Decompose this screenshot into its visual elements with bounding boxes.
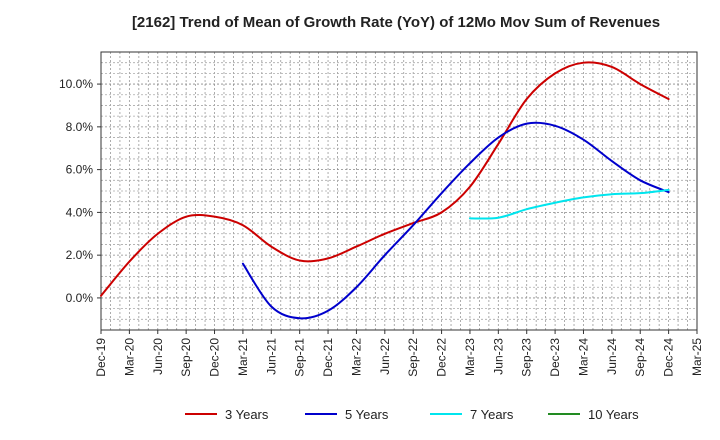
x-tick-label: Dec-22 (435, 338, 449, 377)
x-tick-label: Jun-20 (151, 338, 165, 375)
y-tick-label: 2.0% (66, 248, 94, 262)
x-tick-label: Mar-25 (690, 338, 704, 376)
x-tick-label: Mar-23 (463, 338, 477, 376)
x-tick-label: Mar-21 (236, 338, 250, 376)
x-tick-label: Sep-22 (406, 338, 420, 377)
series-line-3-years (100, 61, 670, 297)
x-tick-label: Jun-24 (605, 338, 619, 375)
series-line-5-years (241, 121, 670, 320)
x-tick-label: Jun-21 (264, 338, 278, 375)
x-tick-label: Mar-24 (576, 338, 590, 376)
series-line-7-years (468, 188, 670, 220)
x-tick-label: Jun-22 (378, 338, 392, 375)
grid (100, 52, 698, 330)
legend-label-3-years: 3 Years (225, 407, 269, 422)
x-tick-label: Dec-21 (321, 338, 335, 377)
y-tick-label: 0.0% (66, 291, 94, 305)
legend-label-7-years: 7 Years (470, 407, 514, 422)
series-lines (100, 61, 670, 320)
y-tick-label: 10.0% (59, 77, 93, 91)
x-tick-label: Sep-23 (520, 338, 534, 377)
x-tick-label: Sep-24 (633, 338, 647, 377)
plot-border (100, 51, 698, 331)
y-tick-label: 8.0% (66, 120, 94, 134)
axes: 0.0% 2.0% 4.0% 6.0% 8.0% 10.0% Dec-19 Mar-20 Jun… (59, 51, 704, 377)
x-tick-label: Jun-23 (491, 338, 505, 375)
x-tick-label: Sep-21 (293, 338, 307, 377)
legend-label-10-years: 10 Years (588, 407, 639, 422)
x-tick-label: Mar-20 (122, 338, 136, 376)
legend: 3 Years 5 Years 7 Years 10 Years (185, 407, 639, 422)
y-tick-label: 4.0% (66, 205, 94, 219)
x-tick-label: Dec-24 (662, 338, 676, 377)
x-tick-label: Sep-20 (179, 338, 193, 377)
x-tick-label: Dec-20 (208, 338, 222, 377)
x-tick-label: Dec-19 (94, 338, 108, 377)
legend-label-5-years: 5 Years (345, 407, 389, 422)
x-tick-label: Mar-22 (349, 338, 363, 376)
x-tick-label: Dec-23 (548, 338, 562, 377)
chart-title: [2162] Trend of Mean of Growth Rate (YoY… (132, 14, 660, 31)
y-tick-label: 6.0% (66, 163, 94, 177)
